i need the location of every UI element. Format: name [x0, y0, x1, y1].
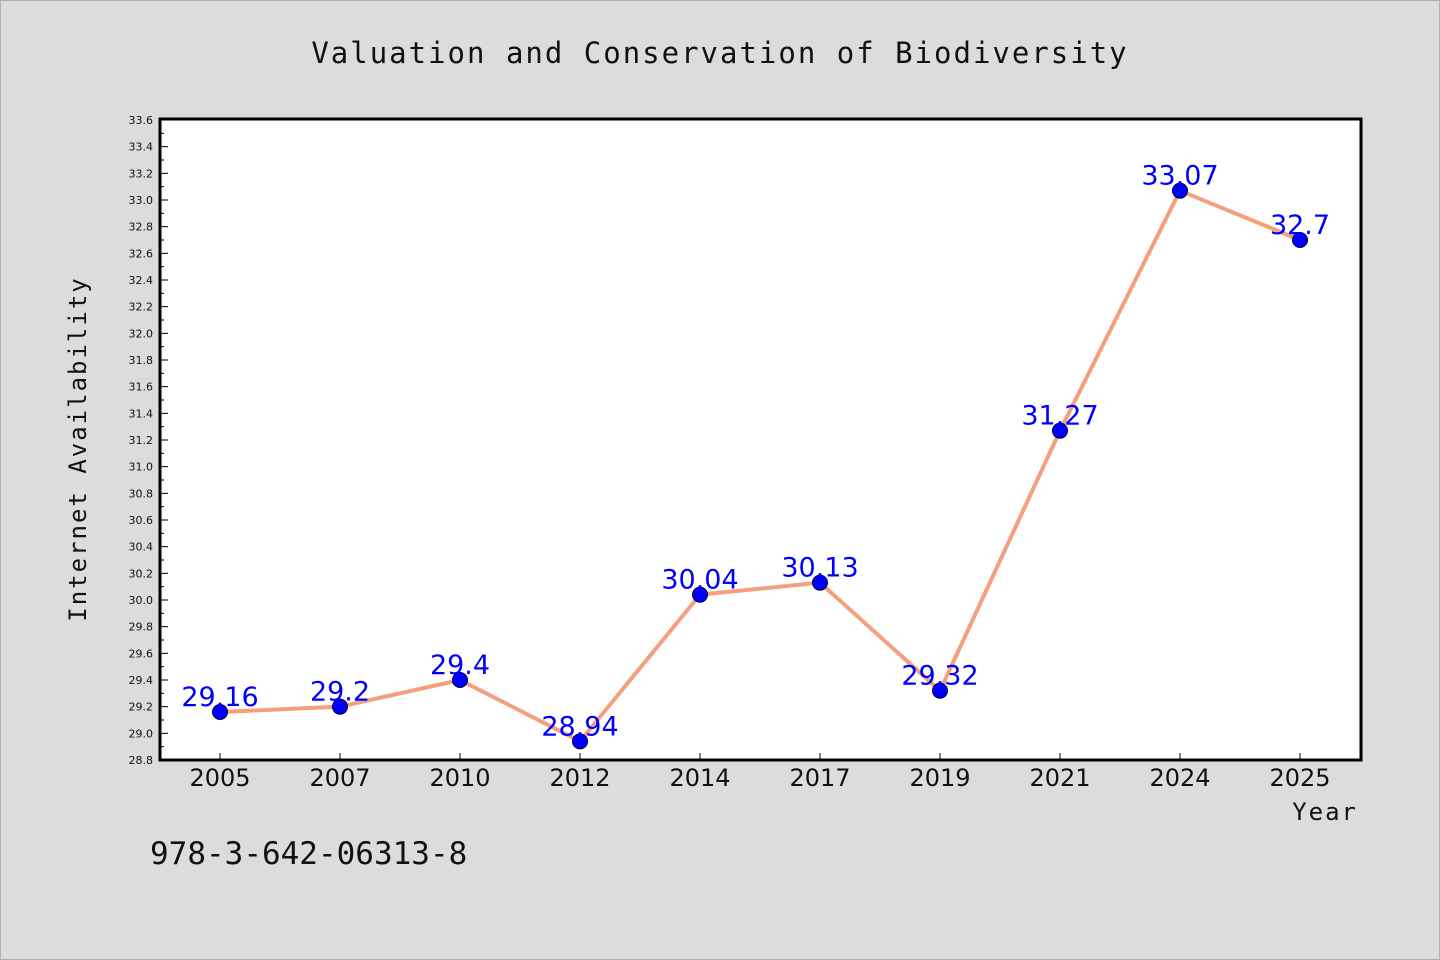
data-label: 29.16	[181, 682, 258, 713]
data-label: 32.7	[1270, 210, 1330, 241]
data-point	[932, 682, 948, 699]
data-points	[212, 182, 1308, 750]
data-point	[332, 698, 348, 715]
y-tick-label: 29.4	[129, 674, 154, 687]
x-tick-label: 2012	[549, 764, 610, 792]
data-point	[452, 672, 468, 688]
y-tick-label: 32.4	[129, 274, 154, 287]
y-tick-label: 32.6	[129, 247, 154, 260]
chart-title: Valuation and Conservation of Biodiversi…	[311, 36, 1128, 70]
x-tick-label: 2024	[1149, 764, 1210, 792]
y-tick-label: 31.4	[129, 407, 154, 420]
data-label: 29.2	[310, 677, 370, 708]
y-tick-label: 33.4	[129, 141, 154, 154]
x-tick-label: 2010	[429, 764, 490, 792]
data-point	[572, 733, 588, 750]
data-point	[812, 574, 828, 591]
y-tick-label: 29.8	[129, 621, 154, 634]
x-tick-label: 2005	[189, 764, 250, 792]
data-label: 33.07	[1141, 161, 1218, 192]
data-point	[692, 586, 708, 603]
y-tick-label: 29.2	[129, 701, 154, 714]
data-point	[1292, 232, 1308, 248]
x-tick-label: 2017	[789, 764, 850, 792]
y-tick-label: 30.2	[129, 567, 154, 580]
data-labels: 29.16 29.2 29.4 28.94 30.04 30.13 29.32 31.27 33…	[181, 161, 1330, 743]
x-axis-ticks: 2005 2007 2010 2012 2014 2017 2019 2021 2024 2025	[189, 753, 1331, 792]
y-tick-label: 32.0	[129, 327, 154, 340]
x-tick-label: 2007	[309, 764, 370, 792]
y-axis-ticks: 28.8 29.0 29.2 29.4 29.6 29.8 30.0 30.2 30.4 30.6…	[129, 114, 168, 767]
y-tick-label: 31.0	[129, 461, 154, 474]
y-tick-label: 30.4	[129, 541, 154, 554]
y-tick-label: 33.2	[129, 167, 154, 180]
isbn-text: 978-3-642-06313-8	[150, 836, 467, 872]
y-tick-label: 33.0	[129, 194, 154, 207]
data-point	[212, 704, 228, 720]
y-tick-label: 29.6	[129, 647, 154, 660]
series-line	[219, 188, 1301, 744]
data-point	[1172, 182, 1188, 199]
y-tick-label: 31.6	[129, 381, 154, 394]
data-label: 31.27	[1021, 401, 1098, 432]
y-tick-label: 28.8	[129, 754, 154, 767]
y-tick-label: 32.2	[129, 301, 154, 314]
x-tick-label: 2025	[1269, 764, 1330, 792]
y-tick-label: 31.8	[129, 354, 154, 367]
y-tick-label: 30.6	[129, 514, 154, 527]
x-axis-label: Year	[1292, 798, 1358, 826]
data-label: 28.94	[541, 711, 618, 742]
data-label: 30.04	[661, 565, 738, 596]
y-tick-label: 31.2	[129, 434, 154, 447]
data-point	[1052, 422, 1068, 439]
plot-area	[158, 117, 1363, 762]
y-tick-label: 30.0	[129, 594, 154, 607]
y-tick-label: 29.0	[129, 727, 154, 740]
data-label: 29.32	[901, 661, 978, 692]
y-tick-label: 30.8	[129, 487, 154, 500]
x-tick-label: 2021	[1029, 764, 1090, 792]
y-axis-label: Internet Availability	[64, 276, 92, 621]
x-tick-label: 2014	[669, 764, 730, 792]
y-tick-label: 33.6	[129, 114, 154, 127]
x-tick-label: 2019	[909, 764, 970, 792]
data-label: 30.13	[781, 553, 858, 584]
data-label: 29.4	[430, 650, 490, 681]
y-tick-label: 32.8	[129, 221, 154, 234]
series-line-group	[219, 188, 1301, 744]
